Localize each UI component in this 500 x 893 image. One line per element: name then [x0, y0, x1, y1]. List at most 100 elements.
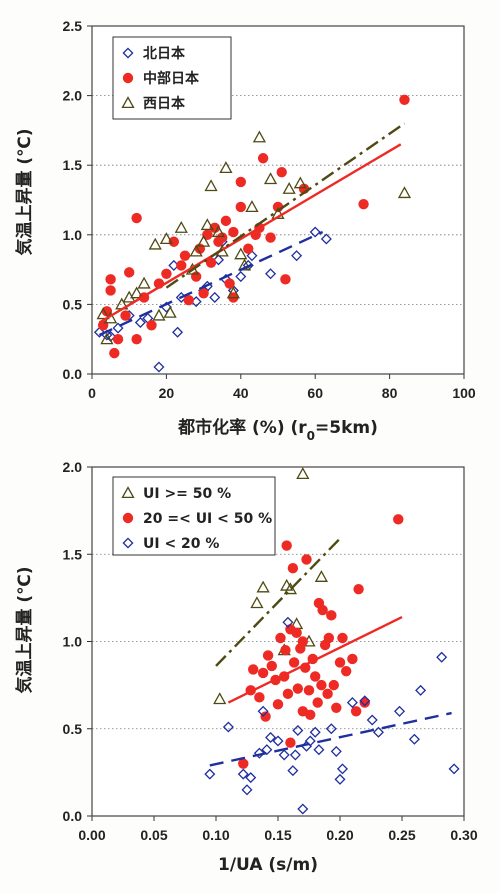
chart1-point-circle [109, 347, 120, 359]
chart1-point-circle [168, 236, 180, 247]
chart1-point-triangle [137, 276, 151, 289]
chart1-legend-marker [121, 96, 135, 109]
chart2-point-circle [350, 706, 362, 717]
chart2-point-diamond [346, 697, 358, 709]
chart1-trend-line-diamond [98, 230, 324, 337]
chart2-point-circle [326, 610, 337, 621]
chart2-point-circle [280, 645, 291, 656]
chart1-point-triangle [163, 305, 177, 318]
chart2-point-circle [262, 650, 274, 661]
chart2-trend-line-diamond [209, 711, 452, 767]
chart1-y-axis-label: 気温上昇量 (℃) [14, 128, 35, 256]
chart2-point-circle [312, 697, 323, 708]
chart2-point-triangle [250, 596, 264, 609]
chart1-legend-marker [122, 47, 134, 59]
chart1-y-tick-label: 1.5 [63, 157, 83, 173]
chart1-y-tick-label: 1.0 [63, 227, 83, 243]
chart1-point-diamond [246, 250, 258, 262]
chart1-point-circle [243, 243, 254, 254]
chart2-point-diamond [309, 726, 321, 738]
chart1-point-circle [161, 268, 172, 279]
chart1-y-tick-label: 0.5 [63, 296, 83, 312]
chart2-point-circle [260, 711, 271, 722]
chart2-point-circle [305, 709, 316, 720]
chart2-x-tick-label: 0.15 [264, 827, 291, 843]
chart2-plot-frame [91, 466, 465, 817]
chart1-point-circle [183, 295, 194, 306]
chart1-point-triangle [263, 172, 278, 185]
chart1-point-triangle [234, 247, 248, 260]
chart2-point-diamond [241, 784, 253, 796]
chart2-point-diamond [313, 744, 325, 756]
chart2-point-diamond [245, 772, 257, 784]
chart2-y-tick-label: 0.0 [63, 808, 83, 824]
chart2-point-diamond [257, 705, 269, 717]
chart2-point-diamond [436, 651, 448, 663]
chart1-point-circle [217, 232, 228, 243]
chart1-point-circle [235, 201, 246, 213]
chart1-point-triangle [196, 234, 211, 247]
chart2-point-circle [285, 737, 296, 748]
chart1-x-axis-label-sub: 0 [307, 429, 315, 443]
chart2-point-diamond [415, 684, 427, 696]
chart2-point-diamond [334, 773, 346, 785]
chart2-x-tick-label: 0.05 [140, 827, 167, 843]
chart1-point-circle [176, 260, 187, 271]
chart2-point-circle [393, 514, 404, 525]
chart1-point-circle [105, 285, 116, 296]
chart2-point-diamond [282, 616, 294, 628]
chart2-y-tick-label: 1.0 [63, 634, 83, 650]
chart2-point-circle [310, 671, 321, 682]
chart1-point-triangle [200, 218, 214, 231]
chart2-point-circle [331, 702, 342, 714]
chart2-point-diamond [289, 749, 301, 761]
chart1-point-diamond [134, 316, 146, 329]
chart2-point-circle [359, 697, 370, 708]
chart1-point-circle [276, 166, 287, 178]
chart1-point-triangle [219, 161, 233, 174]
chart1-point-diamond [112, 322, 124, 334]
chart1-x-tick-label: 20 [159, 385, 175, 401]
chart2-legend-label: UI >= 50 % [143, 486, 231, 502]
chart2-legend-box [112, 476, 276, 556]
chart2-point-circle [281, 540, 292, 551]
chart2-point-circle [287, 563, 299, 574]
chart1-point-triangle [100, 332, 114, 345]
chart1-x-tick-label: 60 [307, 385, 323, 401]
chart1-point-circle [190, 271, 202, 282]
chart2-point-diamond [222, 721, 234, 733]
chart2-point-circle [257, 667, 269, 679]
chart1-point-diamond [209, 291, 221, 303]
chart2-point-circle [317, 604, 328, 616]
chart2-x-tick-label: 0.30 [450, 827, 477, 843]
chart2-point-diamond [408, 733, 420, 745]
chart1-point-triangle [211, 225, 226, 238]
chart1-y-tick-label: 0.0 [63, 366, 83, 382]
chart1-legend-label: 北日本 [143, 45, 186, 62]
chart1-point-diamond [153, 361, 165, 373]
chart2-point-circle [238, 758, 249, 769]
chart2-point-circle [266, 660, 277, 672]
chart1-point-circle [399, 94, 410, 105]
chart2-point-diamond [366, 714, 378, 726]
chart2-point-circle [303, 685, 315, 696]
chart1-point-circle [257, 153, 269, 164]
chart2-point-diamond [330, 745, 342, 757]
chart1-point-diamond [291, 250, 303, 262]
chart2-point-diamond [394, 705, 406, 717]
chart2-point-circle [347, 653, 358, 665]
chart2-point-circle [341, 665, 352, 677]
chart1-point-circle [265, 232, 276, 243]
chart1-x-tick-label: 40 [233, 385, 249, 401]
chart1-legend-label: 西日本 [143, 95, 186, 112]
chart2-point-triangle [283, 582, 298, 595]
chart2-trend-line-circle [227, 615, 403, 704]
chart1-point-diamond [309, 226, 321, 238]
chart1-point-diamond [93, 326, 105, 338]
chart2-point-circle [291, 627, 302, 638]
chart2-x-tick-label: 0.00 [78, 827, 105, 843]
chart2-point-triangle [213, 692, 227, 705]
chart1-point-triangle [159, 232, 174, 245]
chart1-point-triangle [271, 207, 285, 219]
chart2-legend-marker [122, 537, 134, 549]
